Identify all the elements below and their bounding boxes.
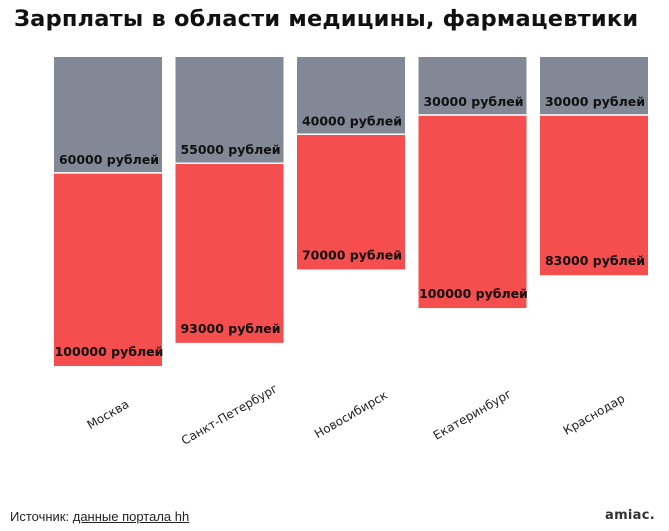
bar-segment-bottom bbox=[54, 172, 162, 366]
category-label: Санкт-Петербург bbox=[179, 381, 280, 448]
data-label-bottom: 83000 рублей bbox=[545, 253, 645, 268]
source-footer: Источник: данные портала hh bbox=[10, 509, 189, 524]
category-label: Москва bbox=[85, 397, 132, 432]
source-label: Источник: bbox=[10, 509, 70, 524]
stacked-bar-chart: 60000 рублей 100000 рублей Москва 55000 руб… bbox=[54, 57, 648, 448]
category-label: Новосибирск bbox=[312, 388, 390, 441]
chart-title: Зарплаты в области медицины, фармацевтик… bbox=[14, 6, 639, 32]
bar-segment-top bbox=[418, 57, 527, 115]
data-label-bottom: 93000 рублей bbox=[180, 321, 280, 336]
bar-segment-bottom bbox=[418, 114, 527, 309]
data-label-top: 55000 рублей bbox=[180, 142, 280, 157]
bar-segment-bottom bbox=[297, 134, 405, 270]
data-label-bottom: 100000 рублей bbox=[419, 286, 528, 301]
source-link[interactable]: данные портала hh bbox=[72, 509, 190, 524]
data-label-bottom: 70000 рублей bbox=[302, 247, 402, 262]
bar-segment-bottom bbox=[175, 163, 284, 343]
data-label-bottom: 100000 рублей bbox=[55, 344, 164, 359]
data-label-top: 40000 рублей bbox=[302, 113, 402, 128]
bar-segment-top bbox=[54, 57, 162, 173]
bar-segment-top bbox=[175, 57, 284, 164]
bar-segment-top bbox=[540, 57, 648, 115]
data-label-top: 30000 рублей bbox=[423, 94, 523, 109]
category-label: Краснодар bbox=[561, 391, 627, 437]
data-label-top: 60000 рублей bbox=[59, 152, 159, 167]
bar-segment-bottom bbox=[540, 114, 648, 276]
category-label: Екатеринбург bbox=[431, 386, 514, 442]
bar-segment-top bbox=[297, 57, 405, 135]
data-label-top: 30000 рублей bbox=[545, 94, 645, 109]
brand-logo: amiac. bbox=[605, 508, 655, 523]
